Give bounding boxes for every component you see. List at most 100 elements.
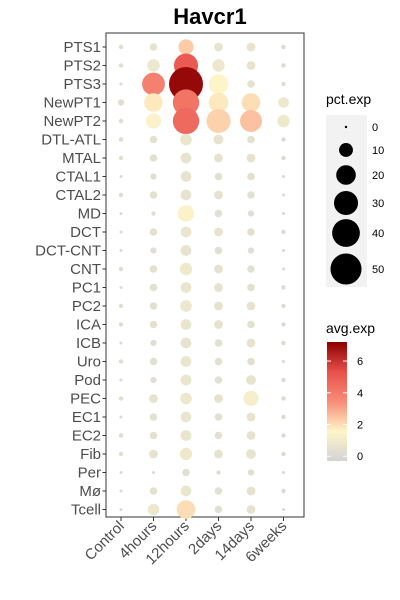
dot bbox=[246, 505, 256, 514]
dot bbox=[214, 190, 223, 200]
size-legend-dot bbox=[330, 253, 362, 285]
dot bbox=[150, 247, 157, 254]
size-legend-dot bbox=[336, 165, 356, 185]
dot bbox=[281, 267, 286, 271]
dot bbox=[214, 153, 223, 163]
y-tick-label: ICA bbox=[76, 317, 101, 334]
dot bbox=[118, 303, 124, 309]
dot bbox=[247, 172, 255, 181]
y-tick-label: Fib bbox=[80, 446, 101, 463]
dot bbox=[179, 447, 193, 461]
dot bbox=[151, 470, 156, 475]
dot bbox=[176, 500, 196, 519]
dot bbox=[147, 503, 160, 516]
dot bbox=[247, 135, 255, 144]
dot bbox=[118, 433, 124, 438]
dot bbox=[214, 431, 223, 440]
dot bbox=[119, 507, 123, 512]
size-legend-dot bbox=[339, 143, 353, 157]
dot bbox=[147, 59, 160, 72]
dot bbox=[246, 153, 256, 163]
dot bbox=[214, 209, 223, 218]
color-legend-label: 4 bbox=[357, 388, 363, 400]
dot bbox=[246, 375, 256, 385]
dot bbox=[180, 485, 192, 497]
dot bbox=[119, 415, 123, 419]
dot bbox=[247, 283, 255, 292]
dot bbox=[246, 449, 256, 459]
dot bbox=[214, 264, 223, 274]
y-tick-label: DCT-CNT bbox=[35, 243, 101, 260]
dot bbox=[149, 154, 158, 162]
dot bbox=[118, 63, 124, 68]
dot bbox=[281, 229, 286, 235]
dot bbox=[214, 227, 223, 237]
dot bbox=[180, 356, 192, 367]
y-tick-label: PC2 bbox=[72, 298, 101, 315]
y-tick-label: PTS3 bbox=[63, 76, 101, 93]
dot bbox=[180, 226, 192, 238]
dot bbox=[214, 357, 223, 366]
y-tick-label: Pod bbox=[74, 372, 101, 389]
dot bbox=[214, 376, 223, 384]
dot bbox=[214, 487, 223, 495]
dot bbox=[246, 42, 256, 52]
x-axis-ticks bbox=[120, 517, 284, 521]
dots bbox=[117, 39, 290, 519]
y-tick-label: CNT bbox=[70, 261, 101, 278]
dot bbox=[178, 39, 194, 55]
y-tick-label: Mø bbox=[79, 483, 101, 500]
dot bbox=[281, 193, 286, 197]
dot bbox=[119, 285, 123, 290]
dot bbox=[119, 470, 123, 475]
dot bbox=[247, 357, 255, 366]
size-legend: 0 10 20 30 40 50 bbox=[330, 122, 384, 285]
dot bbox=[182, 468, 190, 477]
dot bbox=[277, 114, 290, 128]
dot bbox=[281, 322, 286, 327]
dot bbox=[208, 92, 229, 113]
dot bbox=[180, 430, 192, 441]
dot bbox=[149, 431, 158, 440]
size-legend-dot bbox=[344, 125, 348, 129]
dot bbox=[214, 394, 223, 403]
dot bbox=[247, 320, 255, 329]
y-tick-label: DCT bbox=[70, 224, 101, 241]
dot bbox=[177, 205, 195, 222]
dot bbox=[214, 449, 223, 459]
dot bbox=[180, 282, 192, 293]
dot bbox=[180, 171, 192, 182]
y-tick-label: ICB bbox=[76, 335, 101, 352]
dot bbox=[118, 192, 124, 198]
dot bbox=[180, 300, 192, 312]
y-tick-label: MTAL bbox=[62, 150, 101, 167]
y-tick-label: CTAL2 bbox=[55, 187, 101, 204]
dot bbox=[214, 283, 223, 292]
color-legend-label: 2 bbox=[357, 420, 363, 432]
dot bbox=[247, 228, 255, 236]
dot bbox=[214, 42, 223, 52]
y-tick-label: EC2 bbox=[72, 428, 101, 445]
dot bbox=[180, 245, 192, 256]
y-tick-label: PC1 bbox=[72, 280, 101, 297]
dot bbox=[243, 390, 259, 407]
dot bbox=[281, 285, 286, 290]
y-tick-label: PTS2 bbox=[63, 58, 101, 75]
dot bbox=[281, 137, 286, 142]
y-tick-label: Per bbox=[78, 465, 101, 482]
dot bbox=[149, 283, 158, 292]
dot bbox=[119, 378, 123, 382]
dot bbox=[281, 470, 286, 475]
dot bbox=[208, 74, 229, 94]
dot bbox=[118, 118, 124, 124]
dot bbox=[118, 155, 124, 161]
dot bbox=[179, 262, 193, 276]
y-axis-ticks bbox=[102, 46, 106, 510]
dot bbox=[281, 303, 286, 309]
dot bbox=[149, 487, 158, 495]
dot bbox=[119, 82, 123, 86]
x-tick-label: Control bbox=[82, 518, 128, 564]
dot bbox=[281, 248, 286, 253]
dot bbox=[214, 301, 223, 311]
